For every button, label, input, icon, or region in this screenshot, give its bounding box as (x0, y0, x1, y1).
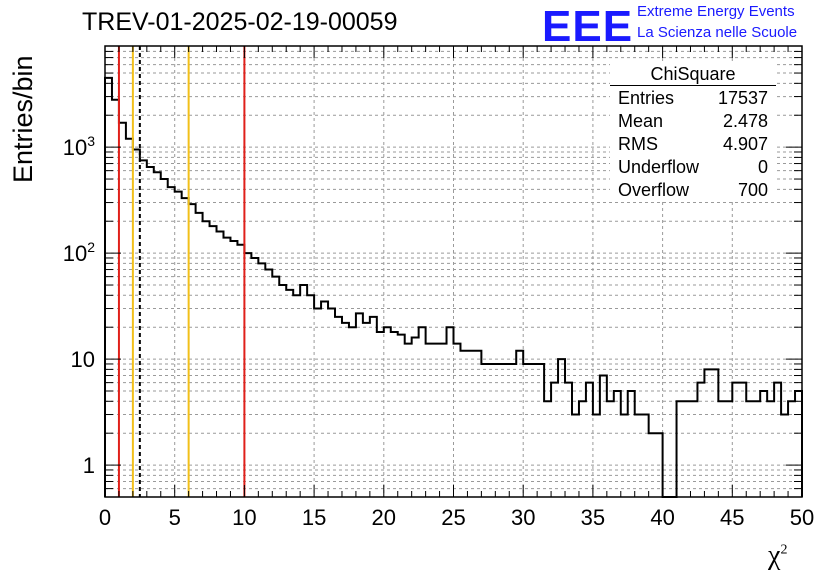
stats-label: Underflow (618, 157, 700, 177)
y-tick-label: 103 (63, 133, 95, 160)
stats-value: 0 (757, 157, 768, 177)
stats-label: Overflow (618, 180, 690, 200)
x-tick-label: 10 (232, 505, 256, 530)
y-tick-label: 10 (71, 347, 95, 372)
stats-label: RMS (618, 134, 658, 154)
stats-value: 4.907 (722, 134, 768, 154)
stats-value: 2.478 (722, 111, 768, 131)
x-axis-label-base: χ (768, 540, 781, 571)
x-tick-label: 5 (169, 505, 181, 530)
logo-line-2: La Scienza nelle Scuole (637, 24, 798, 41)
x-axis-label: χ2 (768, 540, 787, 572)
stats-row: Mean 2.478 (610, 110, 776, 133)
stats-label: Entries (618, 88, 675, 108)
x-axis-label-sup: 2 (780, 542, 788, 558)
x-tick-label: 35 (581, 505, 605, 530)
stats-value: 700 (737, 180, 768, 200)
chart-title: TREV-01-2025-02-19-00059 (82, 8, 398, 36)
stats-row: Overflow 700 (610, 179, 776, 202)
stats-row: RMS 4.907 (610, 133, 776, 156)
x-tick-label: 40 (650, 505, 674, 530)
eee-logo: EEE (542, 2, 634, 51)
stats-row: Underflow 0 (610, 156, 776, 179)
x-tick-label: 30 (511, 505, 535, 530)
x-tick-label: 15 (302, 505, 326, 530)
x-tick-label: 50 (790, 505, 814, 530)
stats-value: 17537 (717, 88, 768, 108)
histogram-series (104, 76, 803, 498)
logo-line-1: Extreme Energy Events (637, 3, 795, 20)
y-tick-label: 102 (63, 239, 95, 266)
x-tick-label: 25 (441, 505, 465, 530)
x-tick-label: 0 (99, 505, 111, 530)
stats-row: Entries 17537 (610, 87, 776, 110)
stats-box: ChiSquare Entries 17537 Mean 2.478 RMS 4.90… (610, 64, 776, 202)
x-tick-label: 20 (372, 505, 396, 530)
x-tick-label: 45 (720, 505, 744, 530)
y-tick-label: 1 (83, 453, 95, 478)
stats-title: ChiSquare (610, 64, 776, 86)
stats-label: Mean (618, 111, 664, 131)
